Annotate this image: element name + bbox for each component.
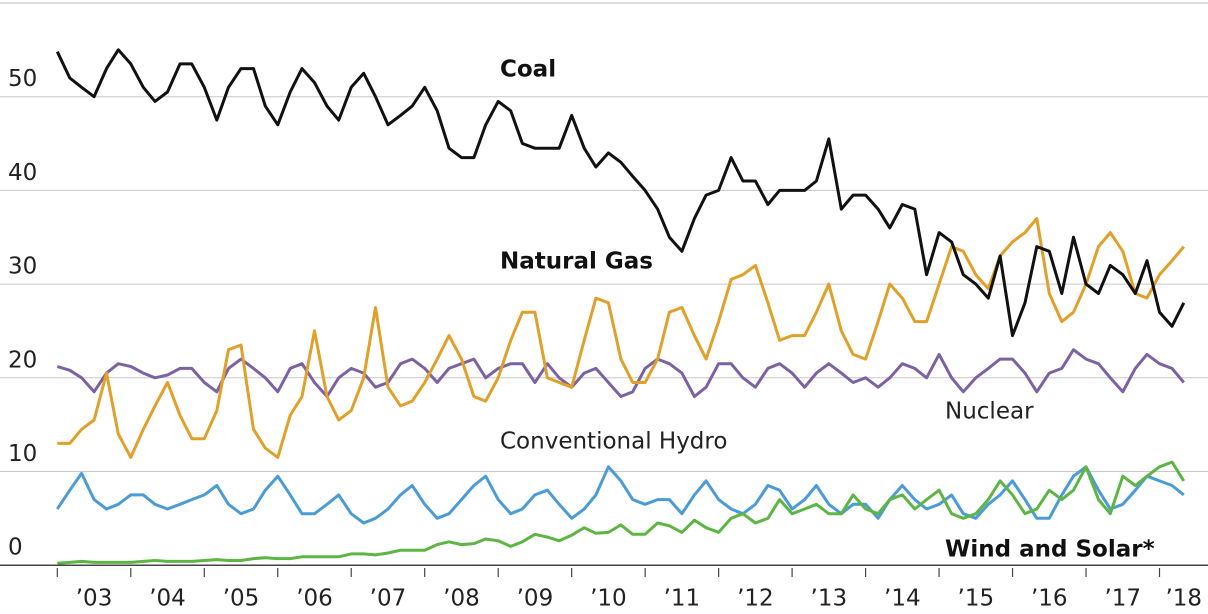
- series-label: Wind and Solar*: [945, 537, 1155, 563]
- x-tick-label: ’04: [149, 586, 186, 612]
- x-tick-label: ’13: [811, 586, 848, 612]
- y-tick-label: 50: [8, 66, 37, 92]
- x-tick-label: ’15: [958, 586, 995, 612]
- series-line: [56, 465, 1185, 525]
- x-tick-label: ’05: [223, 586, 260, 612]
- y-tick-label: 40: [8, 160, 37, 186]
- series-label: Natural Gas: [500, 249, 653, 275]
- series-line: [57, 460, 1186, 565]
- x-tick-label: ’07: [370, 586, 407, 612]
- x-tick-label: ’03: [76, 586, 113, 612]
- y-tick-label: 30: [8, 254, 37, 280]
- y-tick-label: 10: [8, 441, 37, 467]
- x-tick-label: ’16: [1031, 586, 1068, 612]
- x-tick-label: ’12: [737, 586, 774, 612]
- x-tick-label: ’06: [296, 586, 333, 612]
- series-label: Conventional Hydro: [500, 429, 727, 455]
- x-tick-label: ’14: [884, 586, 921, 612]
- y-tick-label: 20: [8, 347, 37, 373]
- series-line: [56, 348, 1185, 398]
- series-label: Coal: [500, 57, 556, 83]
- x-tick-label: ’17: [1104, 586, 1141, 612]
- x-tick-label: ’10: [590, 586, 627, 612]
- x-tick-label: ’18: [1165, 586, 1202, 612]
- x-tick-label: ’08: [443, 586, 480, 612]
- series-line: [55, 48, 1186, 338]
- x-tick-label: ’09: [517, 586, 554, 612]
- x-tick-label: ’11: [664, 586, 701, 612]
- y-tick-label: 0: [8, 535, 23, 561]
- series-label: Nuclear: [945, 399, 1034, 425]
